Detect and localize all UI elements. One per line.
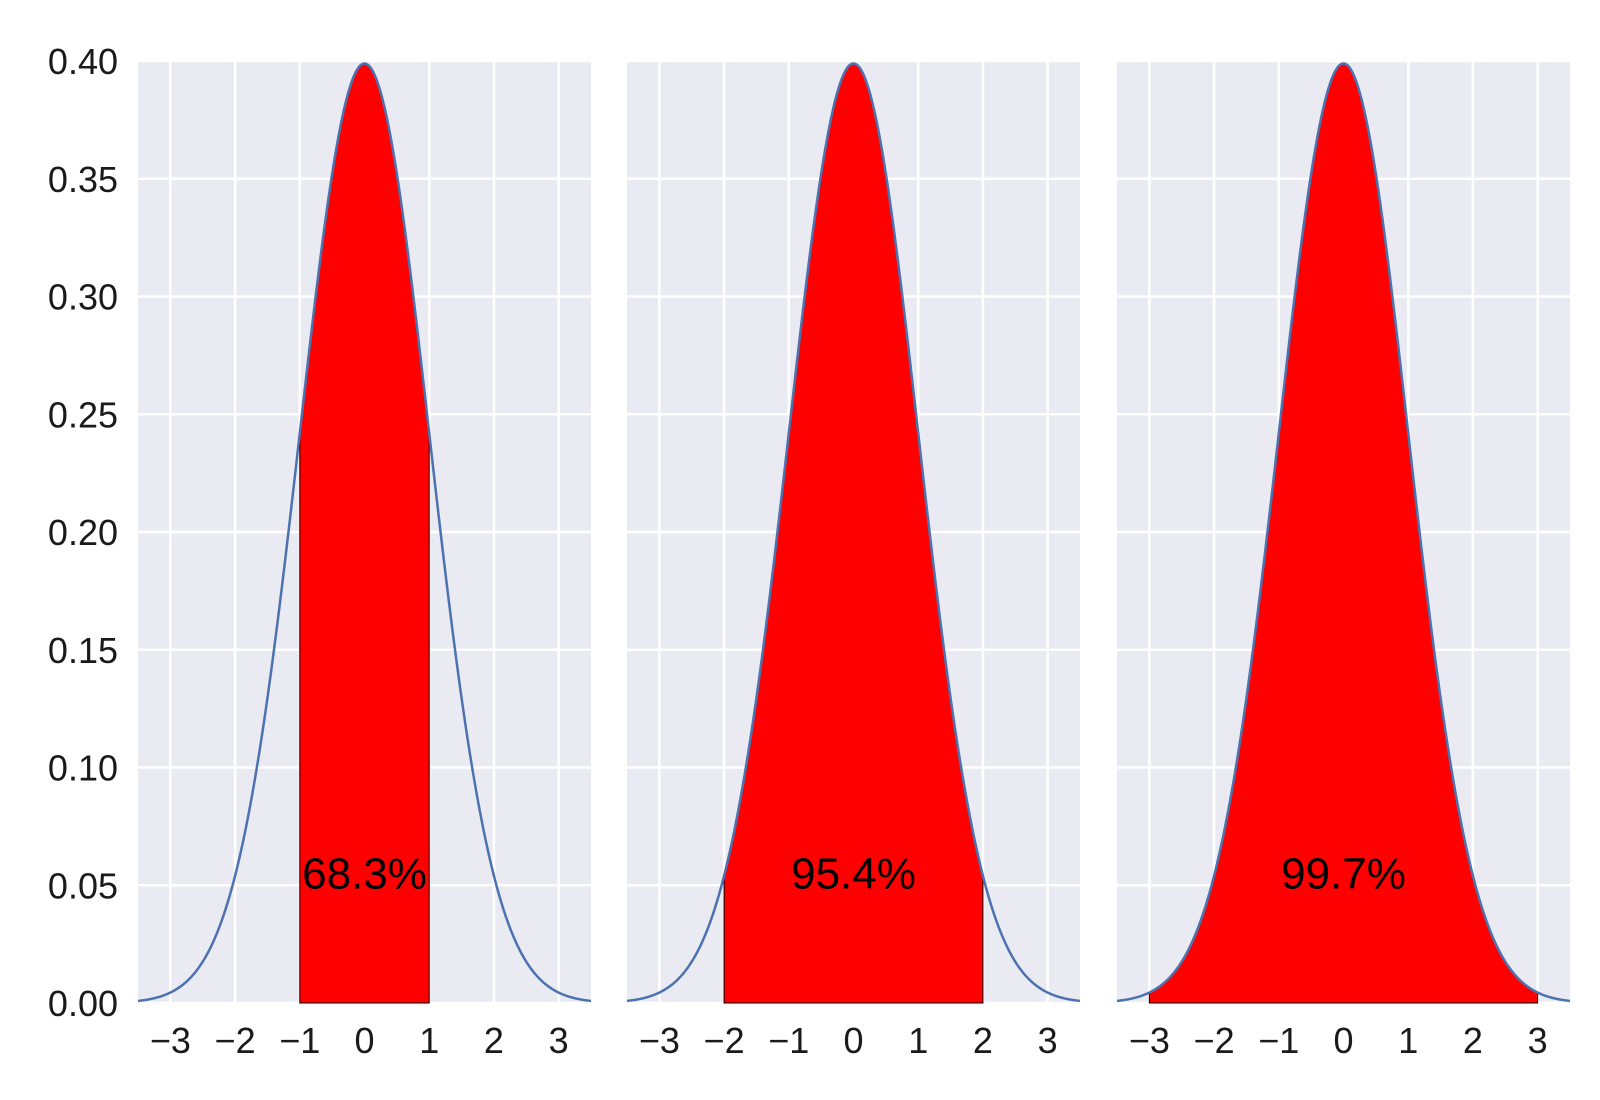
x-tick-label: −3 — [150, 1020, 191, 1061]
y-tick-label: 0.30 — [48, 277, 118, 318]
x-tick-label: −2 — [704, 1020, 745, 1061]
x-tick-label: 1 — [419, 1020, 439, 1061]
pdf-curve — [1116, 62, 1571, 1003]
y-tick-label: 0.05 — [48, 865, 118, 906]
x-tick-label: −2 — [1194, 1020, 1235, 1061]
pdf-curve — [626, 62, 1081, 1003]
annotation-label: 95.4% — [791, 849, 916, 898]
x-tick-label: 0 — [354, 1020, 374, 1061]
x-tick-label: 2 — [1463, 1020, 1483, 1061]
x-tick-label: −1 — [1258, 1020, 1299, 1061]
y-tick-label: 0.40 — [48, 41, 118, 82]
pdf-curve — [137, 62, 592, 1003]
panel-3: 99.7% −3 −2 −1 0 1 2 3 — [1116, 59, 1571, 1061]
x-tick-label: 1 — [908, 1020, 928, 1061]
y-tick-label: 0.20 — [48, 512, 118, 553]
y-tick-label: 0.25 — [48, 394, 118, 435]
x-tick-label: −2 — [215, 1020, 256, 1061]
y-tick-label: 0.35 — [48, 159, 118, 200]
x-tick-label: −1 — [279, 1020, 320, 1061]
x-tick-label: 0 — [843, 1020, 863, 1061]
panel-2: 95.4% −3 −2 −1 0 1 2 3 — [626, 59, 1081, 1061]
x-tick-label: 0 — [1333, 1020, 1353, 1061]
y-tick-label: 0.10 — [48, 748, 118, 789]
annotation-label: 68.3% — [302, 849, 427, 898]
x-tick-label: 2 — [973, 1020, 993, 1061]
x-tick-label: −3 — [1129, 1020, 1170, 1061]
x-tick-label: 3 — [1038, 1020, 1058, 1061]
y-tick-label: 0.15 — [48, 630, 118, 671]
annotation-label: 99.7% — [1281, 849, 1406, 898]
x-tick-label: 2 — [484, 1020, 504, 1061]
panel-1: 68.3% −3 −2 −1 0 1 2 3 0.00 0.05 0.10 0.15 0.20 0.25 0… — [48, 41, 592, 1061]
y-tick-label: 0.00 — [48, 983, 118, 1024]
x-tick-label: −3 — [639, 1020, 680, 1061]
x-tick-label: 3 — [549, 1020, 569, 1061]
x-tick-label: 3 — [1528, 1020, 1548, 1061]
x-tick-label: 1 — [1398, 1020, 1418, 1061]
x-tick-label: −1 — [768, 1020, 809, 1061]
